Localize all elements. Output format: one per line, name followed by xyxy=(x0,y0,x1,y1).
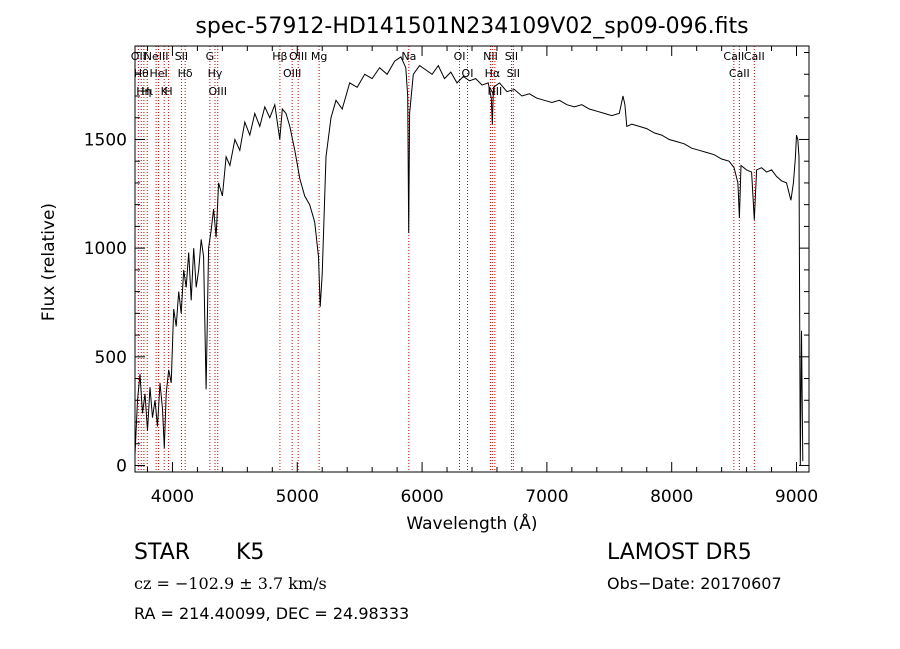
line-label: SII xyxy=(175,50,188,63)
line-label: OIII xyxy=(283,67,301,80)
x-axis-label: Wavelength (Å) xyxy=(406,512,537,534)
line-label: Hα xyxy=(485,67,501,80)
line-label: HeI xyxy=(149,67,167,80)
line-label: H xyxy=(164,85,172,98)
y-tick-label: 1500 xyxy=(84,130,127,150)
y-tick-label: 1000 xyxy=(84,239,127,259)
line-label: OIII xyxy=(289,50,307,63)
object-subclass: K5 xyxy=(236,540,265,565)
x-tick-label: 8000 xyxy=(650,487,693,507)
line-label: CaII xyxy=(744,50,765,63)
line-label: G xyxy=(206,50,215,63)
x-tick-label: 5000 xyxy=(276,487,319,507)
line-label: NII xyxy=(483,50,498,63)
line-label: OI xyxy=(454,50,466,63)
line-label: Mg xyxy=(311,50,327,63)
line-label: SII xyxy=(507,67,520,80)
y-tick-label: 500 xyxy=(95,348,127,368)
line-label: OI xyxy=(462,67,474,80)
spectrum-series-line xyxy=(134,56,804,466)
chart-title: spec-57912-HD141501N234109V02_sp09-096.f… xyxy=(195,14,748,39)
plot-frame xyxy=(134,45,810,473)
x-tick-label: 4000 xyxy=(151,487,194,507)
line-label: Hγ xyxy=(208,67,223,80)
line-label: Hθ xyxy=(134,67,149,80)
x-tick-label: 9000 xyxy=(775,487,818,507)
y-axis-label: Flux (relative) xyxy=(39,203,59,321)
line-label: NeIII xyxy=(144,50,169,63)
line-label: OIII xyxy=(209,85,227,98)
line-labels: OIIHθHηHιNeIIIHeIKHSIIHδGHγOIIIHβOIIIOII… xyxy=(131,50,765,98)
x-tick-label: 7000 xyxy=(525,487,568,507)
line-label: Hι xyxy=(141,85,153,98)
axis-ticks: 4000 5000 6000 7000 8000 9000 0 500 1000 1500 xyxy=(84,46,818,507)
line-label: Hβ xyxy=(272,50,287,63)
object-class: STAR xyxy=(134,540,191,565)
coordinates: RA = 214.40099, DEC = 24.98333 xyxy=(134,604,410,623)
line-label: Hδ xyxy=(178,67,193,80)
line-label: CaII xyxy=(729,67,750,80)
x-tick-label: 6000 xyxy=(400,487,443,507)
line-label: K xyxy=(161,85,169,98)
line-label: NII xyxy=(487,85,502,98)
line-label: CaII xyxy=(723,50,744,63)
line-label: Hη xyxy=(136,85,151,98)
redshift-cz: cz = −102.9 ± 3.7 km/s xyxy=(134,574,327,593)
line-label: Na xyxy=(401,50,416,63)
survey-name: LAMOST DR5 xyxy=(607,540,752,565)
y-tick-label: 0 xyxy=(116,456,127,476)
line-label: SII xyxy=(505,50,518,63)
line-markers xyxy=(137,46,755,472)
observation-date: Obs−Date: 20170607 xyxy=(607,574,782,593)
